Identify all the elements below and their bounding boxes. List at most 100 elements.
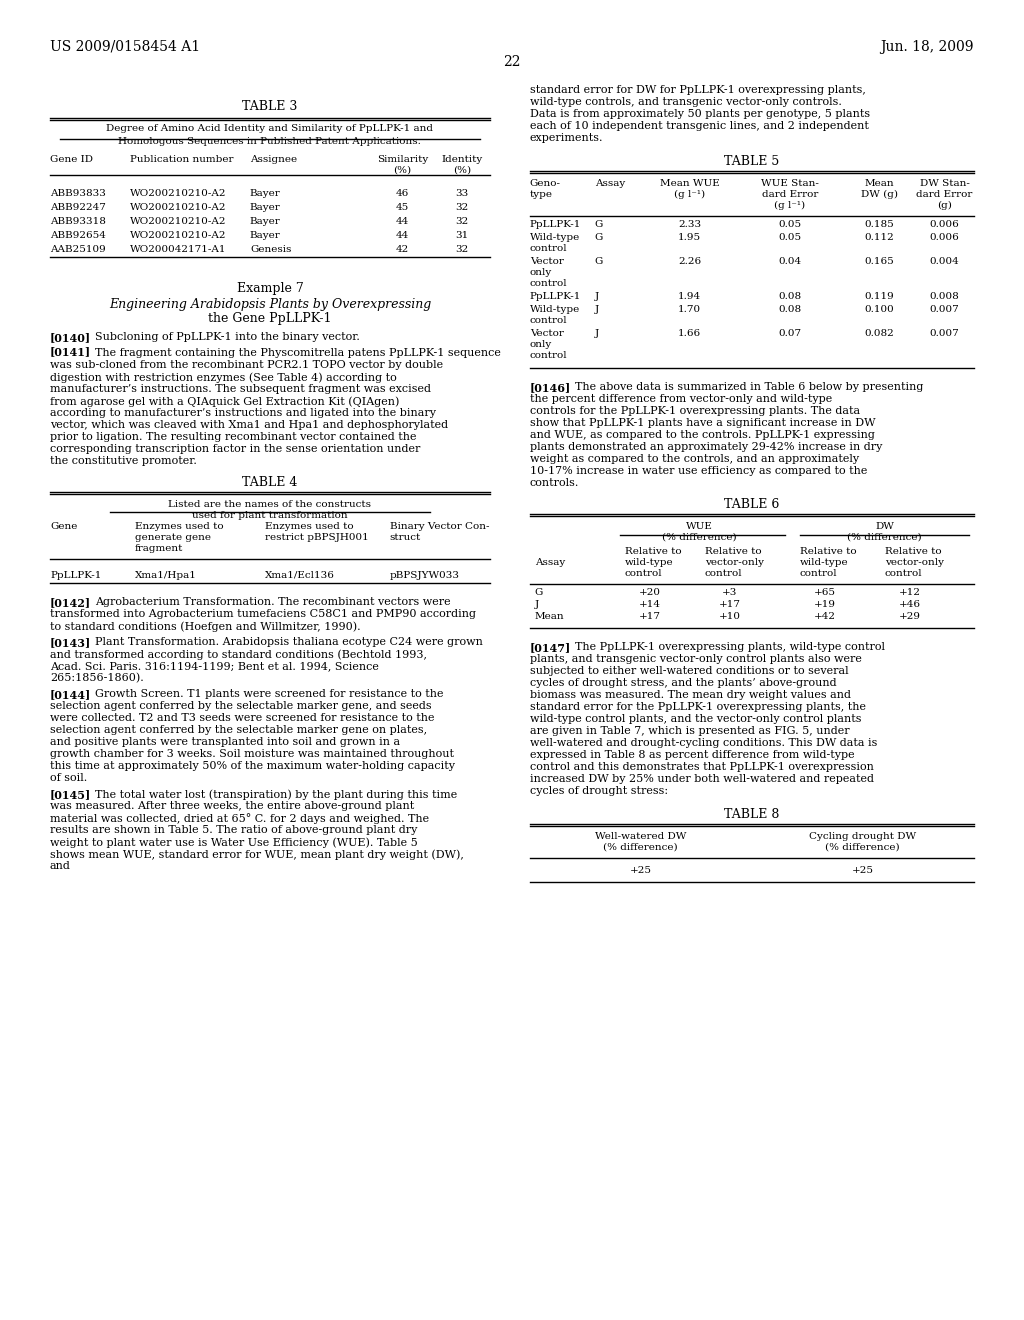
Text: Well-watered DW: Well-watered DW xyxy=(595,832,686,841)
Text: 1.94: 1.94 xyxy=(678,292,701,301)
Text: each of 10 independent transgenic lines, and 2 independent: each of 10 independent transgenic lines,… xyxy=(529,121,868,131)
Text: Enzymes used to: Enzymes used to xyxy=(135,521,223,531)
Text: TABLE 5: TABLE 5 xyxy=(724,154,779,168)
Text: biomass was measured. The mean dry weight values and: biomass was measured. The mean dry weigh… xyxy=(529,690,851,700)
Text: of soil.: of soil. xyxy=(50,774,87,783)
Text: Publication number: Publication number xyxy=(130,154,233,164)
Text: control and this demonstrates that PpLLPK-1 overexpression: control and this demonstrates that PpLLP… xyxy=(529,762,873,772)
Text: +3: +3 xyxy=(722,587,737,597)
Text: 10-17% increase in water use efficiency as compared to the: 10-17% increase in water use efficiency … xyxy=(529,466,867,477)
Text: plants, and transgenic vector-only control plants also were: plants, and transgenic vector-only contr… xyxy=(529,653,861,664)
Text: J: J xyxy=(595,329,599,338)
Text: Geno-: Geno- xyxy=(529,180,561,187)
Text: Relative to: Relative to xyxy=(625,546,681,556)
Text: the Gene PpLLPK-1: the Gene PpLLPK-1 xyxy=(208,312,332,325)
Text: 0.008: 0.008 xyxy=(930,292,959,301)
Text: [0145]: [0145] xyxy=(50,789,91,800)
Text: [0141]: [0141] xyxy=(50,346,91,356)
Text: control: control xyxy=(529,351,567,360)
Text: well-watered and drought-cycling conditions. This DW data is: well-watered and drought-cycling conditi… xyxy=(529,738,878,748)
Text: Relative to: Relative to xyxy=(705,546,762,556)
Text: Bayer: Bayer xyxy=(250,203,281,213)
Text: 42: 42 xyxy=(395,246,409,253)
Text: WO200210210-A2: WO200210210-A2 xyxy=(130,203,226,213)
Text: Gene: Gene xyxy=(50,521,78,531)
Text: control: control xyxy=(705,569,742,578)
Text: +17: +17 xyxy=(719,601,740,609)
Text: Gene ID: Gene ID xyxy=(50,154,93,164)
Text: controls.: controls. xyxy=(529,478,580,488)
Text: (% difference): (% difference) xyxy=(663,533,737,543)
Text: material was collected, dried at 65° C. for 2 days and weighed. The: material was collected, dried at 65° C. … xyxy=(50,813,429,824)
Text: The total water lost (transpiration) by the plant during this time: The total water lost (transpiration) by … xyxy=(95,789,457,800)
Text: 0.007: 0.007 xyxy=(930,329,959,338)
Text: Binary Vector Con-: Binary Vector Con- xyxy=(390,521,489,531)
Text: weight as compared to the controls, and an approximately: weight as compared to the controls, and … xyxy=(529,454,859,465)
Text: +65: +65 xyxy=(814,587,836,597)
Text: AAB25109: AAB25109 xyxy=(50,246,105,253)
Text: manufacturer’s instructions. The subsequent fragment was excised: manufacturer’s instructions. The subsequ… xyxy=(50,384,431,393)
Text: 0.07: 0.07 xyxy=(778,329,801,338)
Text: generate gene: generate gene xyxy=(135,533,211,543)
Text: type: type xyxy=(529,190,553,199)
Text: Mean: Mean xyxy=(535,612,564,620)
Text: [0140]: [0140] xyxy=(50,333,91,343)
Text: Acad. Sci. Paris. 316:1194-1199; Bent et al. 1994, Science: Acad. Sci. Paris. 316:1194-1199; Bent et… xyxy=(50,661,379,671)
Text: the percent difference from vector-only and wild-type: the percent difference from vector-only … xyxy=(529,393,833,404)
Text: +20: +20 xyxy=(639,587,660,597)
Text: standard error for the PpLLPK-1 overexpressing plants, the: standard error for the PpLLPK-1 overexpr… xyxy=(529,702,866,711)
Text: wild-type: wild-type xyxy=(800,558,848,568)
Text: 32: 32 xyxy=(456,246,469,253)
Text: (% difference): (% difference) xyxy=(603,843,678,851)
Text: control: control xyxy=(529,315,567,325)
Text: ABB93833: ABB93833 xyxy=(50,189,105,198)
Text: +10: +10 xyxy=(719,612,740,620)
Text: TABLE 4: TABLE 4 xyxy=(243,477,298,488)
Text: Assay: Assay xyxy=(535,558,565,568)
Text: Mean: Mean xyxy=(865,180,895,187)
Text: Assignee: Assignee xyxy=(250,154,297,164)
Text: 33: 33 xyxy=(456,189,469,198)
Text: 0.100: 0.100 xyxy=(865,305,895,314)
Text: Genesis: Genesis xyxy=(250,246,291,253)
Text: ABB92654: ABB92654 xyxy=(50,231,105,240)
Text: 46: 46 xyxy=(395,189,409,198)
Text: Enzymes used to: Enzymes used to xyxy=(265,521,353,531)
Text: 0.05: 0.05 xyxy=(778,220,801,228)
Text: J: J xyxy=(595,305,599,314)
Text: +46: +46 xyxy=(899,601,921,609)
Text: transformed into Agrobacterium tumefaciens C58C1 and PMP90 according: transformed into Agrobacterium tumefacie… xyxy=(50,609,476,619)
Text: 0.119: 0.119 xyxy=(865,292,895,301)
Text: [0146]: [0146] xyxy=(529,381,571,393)
Text: PpLLPK-1: PpLLPK-1 xyxy=(529,220,582,228)
Text: The fragment containing the Physcomitrella patens PpLLPK-1 sequence: The fragment containing the Physcomitrel… xyxy=(95,348,501,358)
Text: Relative to: Relative to xyxy=(885,546,941,556)
Text: DW: DW xyxy=(876,521,894,531)
Text: [0144]: [0144] xyxy=(50,689,91,700)
Text: (% difference): (% difference) xyxy=(825,843,900,851)
Text: Cycling drought DW: Cycling drought DW xyxy=(809,832,916,841)
Text: experiments.: experiments. xyxy=(529,133,603,143)
Text: WO200210210-A2: WO200210210-A2 xyxy=(130,216,226,226)
Text: Example 7: Example 7 xyxy=(237,282,303,294)
Text: 0.112: 0.112 xyxy=(865,234,895,242)
Text: 45: 45 xyxy=(395,203,409,213)
Text: and WUE, as compared to the controls. PpLLPK-1 expressing: and WUE, as compared to the controls. Pp… xyxy=(529,430,874,440)
Text: prior to ligation. The resulting recombinant vector contained the: prior to ligation. The resulting recombi… xyxy=(50,432,417,442)
Text: WO200210210-A2: WO200210210-A2 xyxy=(130,189,226,198)
Text: WO200042171-A1: WO200042171-A1 xyxy=(130,246,226,253)
Text: Bayer: Bayer xyxy=(250,231,281,240)
Text: 32: 32 xyxy=(456,203,469,213)
Text: vector, which was cleaved with Xma1 and Hpa1 and dephosphorylated: vector, which was cleaved with Xma1 and … xyxy=(50,420,449,430)
Text: Wild-type: Wild-type xyxy=(529,234,580,242)
Text: 0.04: 0.04 xyxy=(778,257,801,267)
Text: TABLE 8: TABLE 8 xyxy=(724,808,779,821)
Text: Identity
(%): Identity (%) xyxy=(441,154,483,174)
Text: 2.33: 2.33 xyxy=(678,220,701,228)
Text: to standard conditions (Hoefgen and Willmitzer, 1990).: to standard conditions (Hoefgen and Will… xyxy=(50,620,360,631)
Text: vector-only: vector-only xyxy=(705,558,764,568)
Text: +25: +25 xyxy=(852,866,873,875)
Text: from agarose gel with a QIAquick Gel Extraction Kit (QIAgen): from agarose gel with a QIAquick Gel Ext… xyxy=(50,396,399,407)
Text: Mean WUE: Mean WUE xyxy=(659,180,720,187)
Text: show that PpLLPK-1 plants have a significant increase in DW: show that PpLLPK-1 plants have a signifi… xyxy=(529,418,876,428)
